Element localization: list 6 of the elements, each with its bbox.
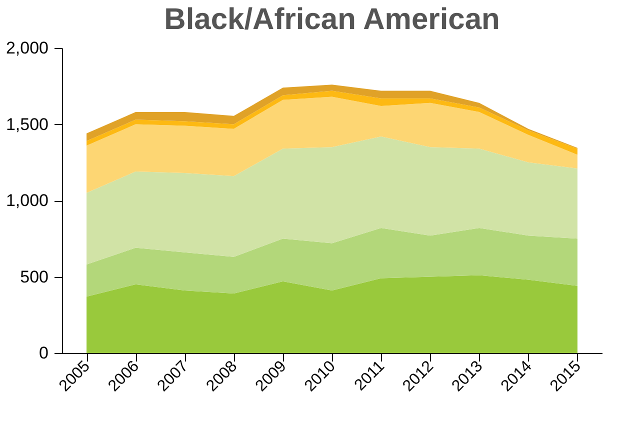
y-tick-label: 2,000 <box>6 38 48 58</box>
y-tick-label: 0 <box>39 344 48 362</box>
y-tick-label: 500 <box>20 267 48 286</box>
y-tick-label: 1,000 <box>6 191 48 210</box>
chart-title: Black/African American <box>164 3 500 36</box>
y-tick-label: 1,500 <box>6 114 48 134</box>
